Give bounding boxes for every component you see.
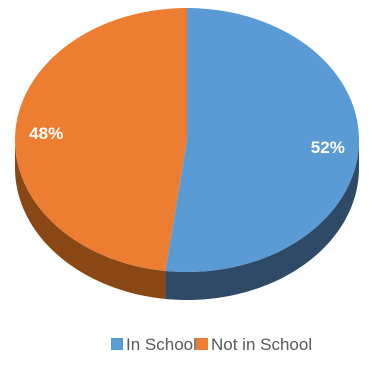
- legend-label-in-school: In School: [126, 335, 197, 354]
- legend-label-not-in-school: Not in School: [211, 335, 312, 354]
- data-label-not-in-school: 48%: [29, 124, 63, 143]
- pie-slice-not-in-school: [14, 8, 187, 271]
- legend: In School Not in School: [111, 335, 312, 354]
- pie-side-in-school: [165, 140, 359, 300]
- legend-swatch-in-school: [111, 338, 123, 350]
- pie-slice-in-school: [165, 8, 359, 273]
- legend-swatch-not-in-school: [196, 338, 208, 350]
- pie-top-group: [14, 8, 359, 273]
- pie-labels-group: 52% 48%: [29, 124, 345, 157]
- pie-side-not-in-school: [15, 140, 166, 299]
- pie-depth-group: [15, 140, 359, 300]
- data-label-in-school: 52%: [311, 138, 345, 157]
